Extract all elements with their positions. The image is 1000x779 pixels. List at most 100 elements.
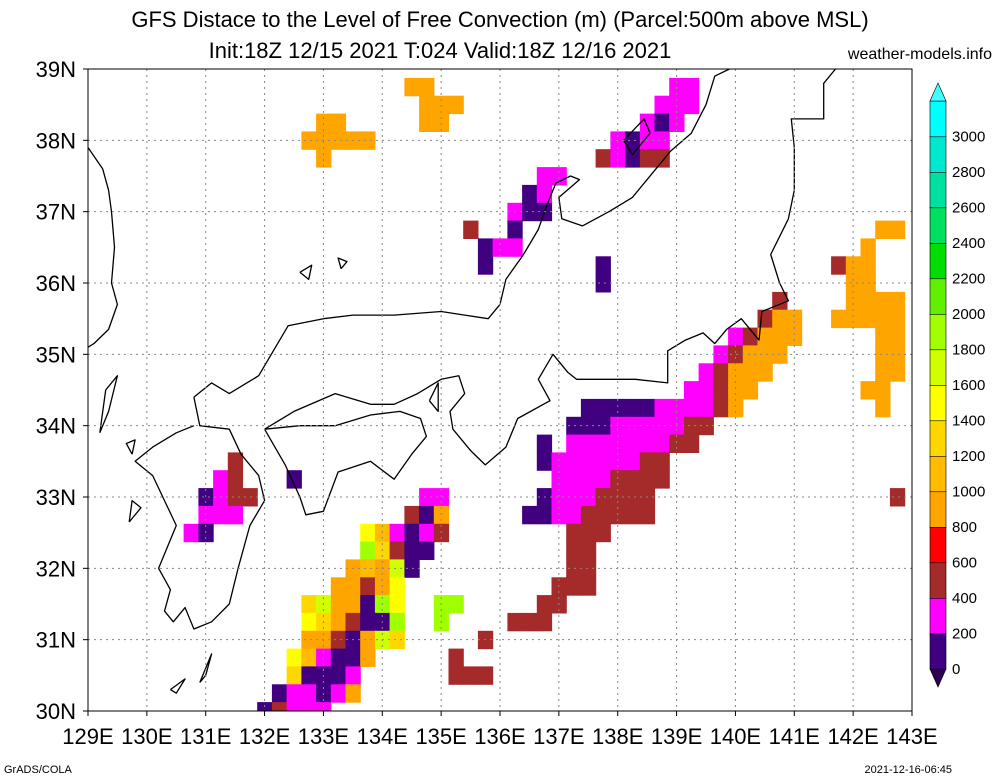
lfc-cell (419, 488, 435, 507)
lfc-cell (301, 630, 317, 650)
lfc-cell (536, 612, 553, 632)
lfc-cell (404, 541, 420, 560)
lfc-cell (654, 470, 670, 489)
lfc-cell (875, 381, 891, 400)
lfc-cell (227, 470, 244, 489)
lfc-cell (845, 309, 862, 329)
lfc-cell (595, 452, 611, 471)
lfc-cell (860, 256, 876, 275)
lfc-cell (433, 113, 450, 132)
lat-tick-label: 32N (36, 556, 76, 581)
lfc-cell (654, 416, 670, 436)
lat-tick-label: 37N (36, 200, 76, 225)
lfc-cell (875, 220, 891, 239)
lat-tick-label: 36N (36, 271, 76, 296)
lon-tick-label: 137E (533, 724, 584, 749)
lfc-cell (595, 488, 611, 507)
lfc-cell (580, 416, 597, 436)
lfc-cell (566, 541, 582, 560)
colorbar-swatch (929, 278, 947, 315)
lfc-cell (316, 149, 332, 168)
colorbar-label: 200 (952, 626, 977, 643)
lon-tick-label: 133E (298, 724, 349, 749)
lfc-cell (419, 505, 435, 525)
colorbar-swatch (929, 242, 947, 280)
lfc-cell (683, 398, 700, 418)
map-title: GFS Distace to the Level of Free Convect… (131, 7, 869, 32)
lfc-cell (360, 577, 376, 596)
lfc-cell (536, 505, 553, 525)
render-timestamp: 2021-12-16-06:45 (864, 764, 952, 776)
lfc-cell (507, 612, 523, 632)
lfc-cell (889, 291, 906, 311)
colorbar-swatch (929, 207, 947, 244)
lon-tick-label: 140E (710, 724, 761, 749)
colorbar-label: 1800 (952, 342, 985, 359)
lfc-cell (698, 381, 714, 400)
lfc-cell (301, 666, 317, 685)
lfc-cell (522, 505, 538, 525)
lfc-cell (448, 648, 464, 667)
lfc-cell (330, 577, 347, 596)
lfc-cell (301, 612, 317, 632)
colorbar-swatch (929, 597, 947, 635)
software-credit: GrADS/COLA (4, 764, 72, 776)
colorbar-label: 1200 (952, 448, 985, 465)
colorbar-label: 1000 (952, 484, 985, 501)
colorbar-swatch (929, 420, 947, 457)
lfc-cell (389, 595, 405, 614)
lfc-cell (698, 363, 714, 382)
coastline (128, 499, 142, 523)
lfc-cell (757, 345, 773, 364)
coastline (264, 410, 428, 516)
lfc-cell (301, 702, 317, 711)
coastline (337, 257, 348, 270)
lfc-cell (566, 452, 582, 471)
lfc-cell (860, 291, 876, 311)
coastline (299, 264, 313, 281)
colorbar-swatch (929, 491, 947, 528)
lfc-cell (713, 381, 729, 400)
lfc-cell (301, 131, 317, 150)
lfc-shading (183, 77, 906, 711)
lfc-cell (507, 220, 523, 239)
lfc-cell (580, 398, 597, 418)
lat-tick-label: 35N (36, 342, 76, 367)
lfc-cell (683, 95, 700, 115)
lfc-cell (360, 612, 376, 632)
colorbar-label: 400 (952, 590, 977, 607)
colorbar-swatch (929, 171, 947, 209)
colorbar-label: 600 (952, 555, 977, 572)
lfc-cell (875, 363, 891, 382)
lfc-cell (595, 523, 611, 543)
lon-tick-label: 132E (239, 724, 290, 749)
lfc-cell (845, 256, 862, 275)
lfc-cell (566, 523, 582, 543)
lfc-cell (316, 113, 332, 132)
coastline (428, 382, 439, 413)
lfc-cell (595, 398, 611, 418)
lfc-cell (580, 523, 597, 543)
lfc-cell (742, 345, 759, 364)
lfc-cell (683, 434, 700, 453)
lfc-cell (625, 488, 641, 507)
lfc-cell (566, 505, 582, 525)
lfc-cell (639, 398, 656, 418)
lon-tick-label: 136E (474, 724, 525, 749)
lfc-cell (330, 630, 347, 650)
lfc-cell (301, 648, 317, 667)
lfc-cell (566, 470, 582, 489)
lfc-cell (522, 202, 538, 222)
lat-tick-label: 39N (36, 57, 76, 82)
lfc-cell (654, 113, 670, 132)
lfc-cell (419, 95, 435, 115)
colorbar-swatch (929, 349, 947, 386)
lfc-cell (772, 309, 788, 329)
lfc-cell (654, 149, 670, 168)
lfc-cell (625, 149, 641, 168)
lfc-cell (728, 345, 744, 364)
lfc-cell (360, 648, 376, 667)
coastline (170, 678, 186, 694)
lfc-cell (271, 684, 288, 703)
lfc-cell (286, 702, 302, 711)
